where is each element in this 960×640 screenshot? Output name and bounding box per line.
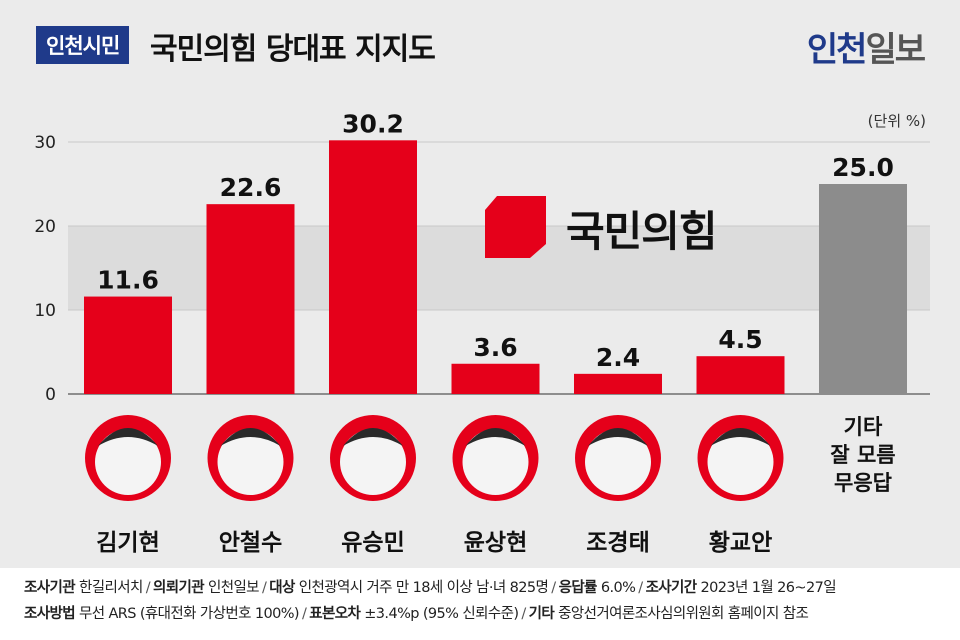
- bar-candidate: [451, 363, 540, 394]
- party-logo-mark: [485, 196, 546, 258]
- candidate-photo-hair: [98, 428, 158, 446]
- candidate-photo-hair: [220, 428, 281, 446]
- brand-logo-part1: 인천: [806, 30, 868, 70]
- data-label: 4.5: [718, 325, 762, 354]
- separator: /: [521, 606, 526, 622]
- bar-candidate: [574, 373, 662, 394]
- survey-field-value: ±3.4%p (95% 신뢰수준): [360, 606, 519, 622]
- candidate-photo-hair: [588, 428, 648, 446]
- data-label: 3.6: [473, 333, 517, 362]
- survey-field-label: 대상: [269, 580, 295, 596]
- party-logo-text: 국민의힘: [566, 207, 717, 256]
- candidate-photo-face: [217, 429, 284, 495]
- region-badge: 인천시민: [36, 26, 130, 64]
- unit-label: (단위 %): [868, 112, 926, 130]
- x-category-label: 안철수: [219, 530, 282, 556]
- separator: /: [551, 580, 556, 596]
- y-tick-label: 20: [34, 217, 56, 237]
- y-tick-label: 10: [34, 301, 56, 321]
- survey-field-value: 인천광역시 거주 만 18세 이상 남·녀 825명: [294, 580, 549, 596]
- x-category-label-line: 잘 모름: [830, 443, 895, 467]
- candidate-photo-face: [340, 429, 406, 495]
- survey-field-label: 기타: [528, 606, 555, 622]
- candidate-photo-face: [95, 429, 161, 495]
- bar-other: [819, 184, 907, 394]
- candidate-photo-hair: [710, 428, 771, 446]
- data-label: 2.4: [596, 343, 640, 372]
- brand-logo-part2: 일보: [865, 30, 926, 70]
- survey-info-line-2: 조사방법 무선 ARS (휴대전화 가상번호 100%) / 표본오차 ±3.4%p…: [24, 602, 809, 623]
- survey-field-value: 한길리서치: [74, 580, 143, 596]
- bar-chart: 0 10 20 30 (단위 %) 11.6 김기현 22.6 안철수 30.2 유승민 3.6 윤상현…: [34, 109, 930, 556]
- survey-field-label: 조사기간: [645, 580, 698, 596]
- chart-title: 국민의힘 당대표 지지도: [150, 32, 436, 67]
- data-label: 30.2: [342, 109, 404, 138]
- bar-candidate: [84, 296, 172, 394]
- candidate-photo-face: [462, 429, 529, 495]
- survey-info-line-1: 조사기관 한길리서치 / 의뢰기관 인천일보 / 대상 인천광역시 거주 만 18세 이…: [24, 576, 837, 597]
- y-tick-label: 0: [45, 385, 56, 405]
- separator: /: [261, 580, 267, 596]
- candidate-photo-hair: [465, 428, 526, 446]
- separator: /: [145, 580, 151, 596]
- x-category-label: 윤상현: [464, 530, 527, 556]
- survey-field-label: 표본오차: [309, 606, 361, 622]
- bar-candidate: [329, 140, 417, 394]
- data-label: 11.6: [97, 266, 159, 295]
- y-tick-label: 30: [34, 133, 56, 153]
- data-label: 22.6: [220, 173, 282, 202]
- x-category-label: 조경태: [586, 530, 649, 556]
- bar-candidate: [696, 356, 785, 394]
- separator: /: [301, 606, 307, 622]
- x-category-label: 황교안: [709, 530, 772, 556]
- survey-field-value: 중앙선거여론조사심의위원회 홈페이지 참조: [554, 606, 809, 622]
- survey-field-label: 조사기관: [24, 580, 76, 596]
- survey-field-value: 6.0%: [596, 580, 636, 596]
- candidate-photo-face: [585, 429, 651, 495]
- x-category-label: 김기현: [96, 530, 159, 556]
- survey-field-label: 조사방법: [24, 606, 76, 622]
- candidate-photo-hair: [343, 428, 403, 446]
- x-category-label-line: 무응답: [834, 471, 892, 495]
- survey-field-label: 의뢰기관: [152, 580, 205, 596]
- survey-field-value: 무선 ARS (휴대전화 가상번호 100%): [74, 606, 300, 622]
- survey-field-value: 2023년 1월 26~27일: [696, 580, 837, 596]
- candidate-photo-face: [707, 429, 774, 495]
- survey-field-value: 인천일보: [203, 580, 260, 596]
- x-category-label-line: 기타: [844, 415, 883, 439]
- survey-info-footer: 조사기관 한길리서치 / 의뢰기관 인천일보 / 대상 인천광역시 거주 만 18세 이…: [0, 568, 960, 640]
- separator: /: [638, 580, 643, 596]
- survey-field-label: 응답률: [558, 580, 598, 596]
- x-category-label: 유승민: [341, 530, 404, 556]
- header: 인천시민 국민의힘 당대표 지지도 인천일보: [0, 0, 960, 80]
- data-label: 25.0: [832, 153, 894, 182]
- brand-logo: 인천일보: [806, 22, 926, 71]
- bar-candidate: [206, 204, 295, 394]
